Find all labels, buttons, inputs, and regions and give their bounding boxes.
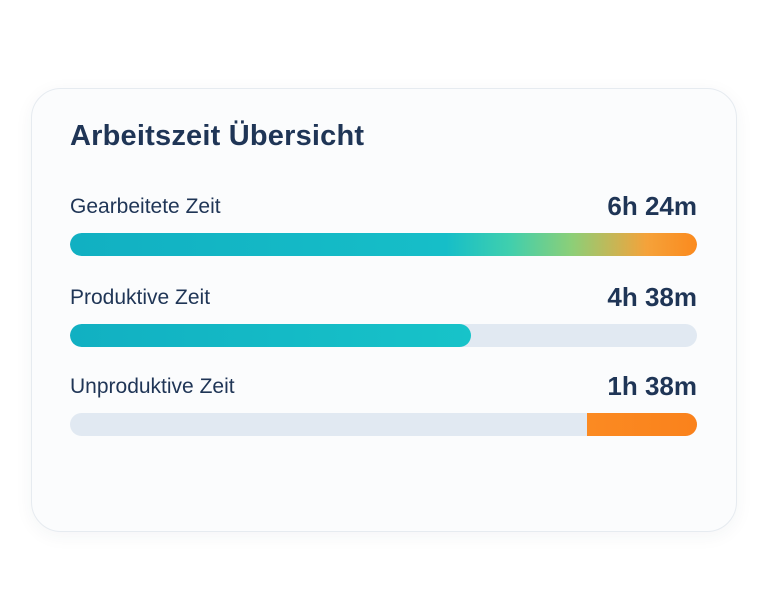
productive-time-value: 4h 38m xyxy=(607,282,697,312)
metric-worked-time: Gearbeitete Zeit 6h 24m xyxy=(70,191,697,256)
productive-time-label: Produktive Zeit xyxy=(70,286,211,309)
card-title: Arbeitszeit Übersicht xyxy=(70,120,365,152)
metric-unproductive-time: Unproduktive Zeit 1h 38m xyxy=(70,371,697,436)
unproductive-time-bar-fill xyxy=(587,413,697,436)
unproductive-time-value: 1h 38m xyxy=(607,371,697,401)
productive-time-bar xyxy=(70,324,697,347)
unproductive-time-label: Unproduktive Zeit xyxy=(70,375,235,398)
worked-time-bar-fill xyxy=(70,233,697,256)
metric-productive-time: Produktive Zeit 4h 38m xyxy=(70,282,697,347)
worked-time-label: Gearbeitete Zeit xyxy=(70,195,221,218)
unproductive-time-bar xyxy=(70,413,697,436)
worked-time-bar xyxy=(70,233,697,256)
productive-time-bar-fill xyxy=(70,324,472,347)
work-time-overview-card: Arbeitszeit Übersicht Gearbeitete Zeit 6… xyxy=(31,88,737,532)
worked-time-value: 6h 24m xyxy=(607,191,697,221)
